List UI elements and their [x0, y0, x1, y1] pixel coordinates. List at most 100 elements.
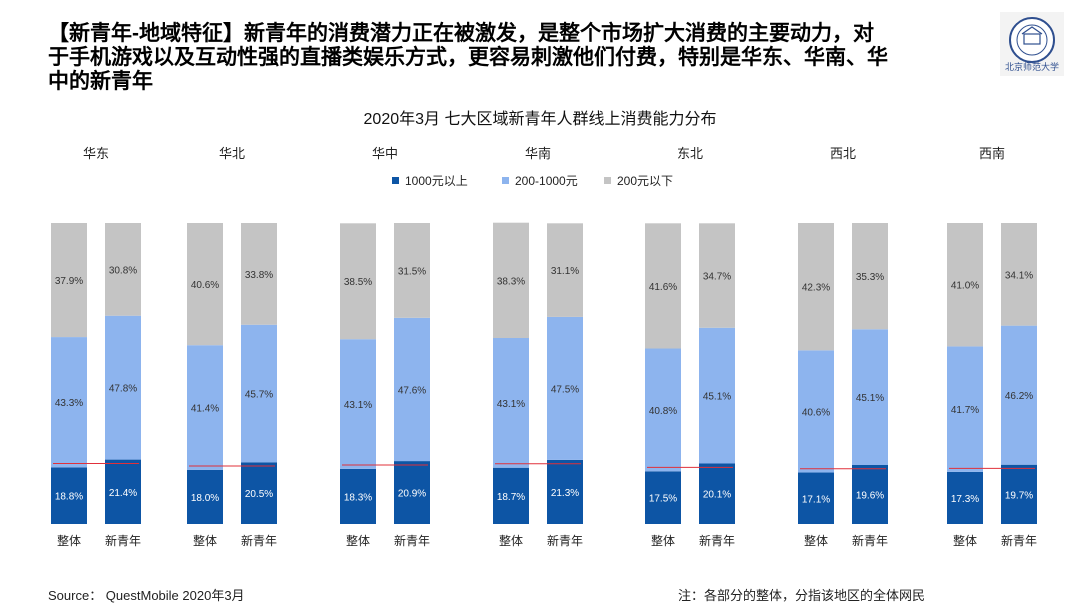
data-label: 18.3% — [344, 492, 372, 503]
bar-segment — [51, 337, 87, 468]
bar-segment — [187, 345, 223, 470]
region-name: 华南 — [525, 146, 551, 161]
bar-segment — [241, 462, 277, 524]
data-label: 19.7% — [1005, 490, 1033, 501]
data-label: 42.3% — [802, 283, 830, 294]
region-group: 西北 17.1% 40.6% 42.3% 整体 19.6% 45.1% 35.3% 新青年 — [798, 146, 888, 548]
data-label: 41.7% — [951, 405, 979, 416]
bar-segment — [947, 346, 983, 472]
region-name: 华中 — [372, 146, 398, 161]
bar-segment — [547, 316, 583, 460]
bar-category-label: 新青年 — [852, 533, 888, 548]
data-label: 18.7% — [497, 492, 525, 503]
region-group: 华东 18.8% 43.3% 37.9% 整体 21.4% 47.8% 30.8% 新青年 — [51, 146, 141, 548]
legend-label: 200元以下 — [617, 174, 673, 188]
bar-category-label: 新青年 — [1001, 533, 1037, 548]
bar-segment — [852, 465, 888, 524]
bar-category-label: 整体 — [953, 533, 977, 548]
bar-category-label: 新青年 — [699, 533, 735, 548]
data-label: 21.3% — [551, 488, 579, 499]
bar-category-label: 新青年 — [105, 533, 141, 548]
region-name: 西南 — [979, 146, 1005, 161]
data-label: 33.8% — [245, 270, 273, 281]
bar-segment — [51, 223, 87, 338]
data-label: 18.0% — [191, 493, 219, 504]
data-label: 35.3% — [856, 272, 884, 283]
bar-segment — [1001, 464, 1037, 524]
data-label: 41.6% — [649, 282, 677, 293]
bar-segment — [394, 317, 430, 462]
data-label: 31.5% — [398, 266, 426, 277]
bar-category-label: 新青年 — [394, 533, 430, 548]
bar-segment — [699, 327, 735, 464]
data-label: 20.5% — [245, 489, 273, 500]
bar-segment — [493, 222, 529, 338]
bar-segment — [241, 223, 277, 325]
data-label: 45.1% — [703, 392, 731, 403]
bar-segment — [798, 223, 834, 351]
data-label: 19.6% — [856, 491, 884, 502]
data-label: 31.1% — [551, 266, 579, 277]
bar-segment — [493, 467, 529, 524]
data-label: 20.1% — [703, 490, 731, 501]
region-group: 西南 17.3% 41.7% 41.0% 整体 19.7% 46.2% 34.1% 新青年 — [947, 146, 1037, 548]
data-label: 40.6% — [802, 407, 830, 418]
logo-text: 北京师范大学 — [1005, 61, 1059, 72]
data-label: 17.3% — [951, 494, 979, 505]
data-label: 17.5% — [649, 494, 677, 505]
footer-source: Source： QuestMobile 2020年3月 — [48, 588, 245, 603]
data-label: 34.1% — [1005, 270, 1033, 281]
legend-swatch — [502, 177, 509, 184]
data-label: 43.3% — [55, 398, 83, 409]
data-label: 47.5% — [551, 384, 579, 395]
bar-category-label: 整体 — [193, 533, 217, 548]
data-label: 47.6% — [398, 385, 426, 396]
bar-segment — [547, 223, 583, 317]
bar-segment — [852, 329, 888, 466]
data-label: 30.8% — [109, 265, 137, 276]
data-label: 45.7% — [245, 390, 273, 401]
bar-category-label: 整体 — [499, 533, 523, 548]
bar-segment — [645, 348, 681, 472]
data-label: 41.0% — [951, 281, 979, 292]
region-name: 西北 — [830, 146, 856, 161]
bar-segment — [1001, 223, 1037, 326]
region-name: 华北 — [219, 146, 245, 161]
data-label: 47.8% — [109, 384, 137, 395]
bar-segment — [340, 223, 376, 340]
bar-segment — [187, 469, 223, 524]
bar-segment — [798, 350, 834, 473]
bar-segment — [105, 315, 141, 460]
bar-segment — [394, 461, 430, 524]
data-label: 20.9% — [398, 489, 426, 500]
bar-segment — [852, 223, 888, 330]
bar-segment — [947, 471, 983, 524]
data-label: 38.3% — [497, 276, 525, 287]
headline: 【新青年-地域特征】新青年的消费潜力正在被激发，是整个市场扩大消费的主要动力，对… — [48, 22, 888, 93]
bar-segment — [241, 324, 277, 463]
data-label: 43.1% — [497, 399, 525, 410]
bar-segment — [947, 223, 983, 347]
data-label: 34.7% — [703, 272, 731, 283]
bar-category-label: 整体 — [57, 533, 81, 548]
data-label: 38.5% — [344, 277, 372, 288]
bar-segment — [1001, 325, 1037, 465]
legend: 1000元以上 200-1000元 200元以下 — [392, 174, 673, 188]
bar-segment — [699, 463, 735, 524]
data-label: 45.1% — [856, 393, 884, 404]
legend-label: 200-1000元 — [515, 174, 578, 188]
bar-segment — [340, 339, 376, 469]
legend-label: 1000元以上 — [405, 174, 468, 188]
region-name: 东北 — [677, 146, 703, 161]
data-label: 46.2% — [1005, 391, 1033, 402]
bar-segment — [394, 223, 430, 318]
bar-segment — [493, 337, 529, 468]
bar-category-label: 整体 — [651, 533, 675, 548]
data-label: 40.6% — [191, 280, 219, 291]
bar-segment — [645, 223, 681, 349]
bar-category-label: 整体 — [346, 533, 370, 548]
chart-regions: 华东 18.8% 43.3% 37.9% 整体 21.4% 47.8% 30.8% 新青年 华北 1… — [51, 146, 1037, 548]
data-label: 18.8% — [55, 492, 83, 503]
bar-category-label: 整体 — [804, 533, 828, 548]
